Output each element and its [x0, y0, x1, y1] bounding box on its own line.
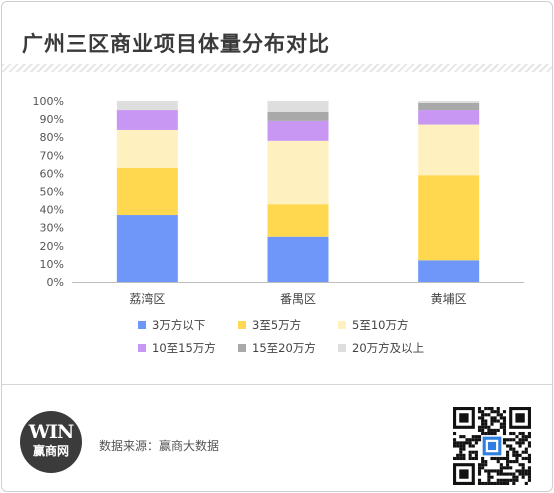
bar-segment	[116, 129, 178, 168]
bar-segment	[267, 204, 329, 237]
legend-label: 20万方及以上	[352, 341, 424, 355]
y-tick-label: 30%	[40, 222, 64, 235]
bar-segment	[267, 236, 329, 282]
bar-segment	[418, 124, 480, 176]
bar-segment	[267, 120, 329, 141]
logo-text: 赢商网	[32, 444, 69, 458]
bar-segment	[116, 167, 178, 216]
y-tick-label: 70%	[40, 149, 64, 162]
legend-label: 3至5万方	[252, 318, 301, 332]
qr-code-icon	[453, 407, 531, 485]
bar-segment	[116, 215, 178, 282]
footer: WIN 赢商网 数据来源：赢商大数据	[2, 386, 552, 491]
footer-divider	[2, 384, 552, 385]
chart-area: 0% 10% 20% 30% 40% 50% 60% 70% 80% 90% 100% 荔湾区 番禺区 黄…	[2, 72, 552, 372]
y-tick-label: 40%	[40, 204, 64, 217]
y-tick-label: 20%	[40, 240, 64, 253]
y-tick-label: 50%	[40, 186, 64, 199]
legend-swatch	[138, 344, 146, 352]
data-source: 数据来源：赢商大数据	[99, 439, 220, 453]
y-tick-label: 10%	[40, 258, 64, 271]
y-tick-label: 80%	[40, 131, 64, 144]
y-tick-label: 0%	[47, 276, 64, 289]
y-tick-label: 100%	[33, 95, 64, 108]
bar-segment	[418, 102, 480, 111]
stacked-bar-chart: 0% 10% 20% 30% 40% 50% 60% 70% 80% 90% 100% 荔湾区 番禺区 黄…	[33, 95, 524, 355]
legend-swatch	[338, 344, 346, 352]
title-divider	[2, 64, 552, 72]
legend-label: 3万方以下	[152, 318, 205, 332]
legend-swatch	[238, 321, 246, 329]
x-tick-label: 黄埔区	[431, 292, 467, 306]
bar-segment	[418, 110, 480, 125]
legend-label: 5至10万方	[352, 318, 408, 332]
chart-title: 广州三区商业项目体量分布对比	[22, 32, 330, 56]
y-tick-label: 60%	[40, 167, 64, 180]
x-tick-label: 荔湾区	[129, 291, 165, 306]
bar-segment	[116, 101, 178, 111]
bar-segment	[418, 175, 480, 261]
y-tick-label: 90%	[40, 113, 64, 126]
bar-segment	[267, 101, 329, 112]
bar-segment	[267, 140, 329, 205]
winshang-logo: WIN 赢商网	[20, 411, 82, 473]
legend-swatch	[138, 321, 146, 329]
legend-label: 10至15万方	[152, 341, 216, 355]
legend-label: 15至20万方	[252, 341, 316, 355]
bar-segment	[267, 111, 329, 121]
logo-mark: WIN	[28, 421, 75, 443]
x-tick-label: 番禺区	[280, 292, 316, 306]
legend-swatch	[238, 344, 246, 352]
legend-swatch	[338, 321, 346, 329]
bar-segment	[418, 260, 480, 282]
bar-segment	[116, 110, 178, 130]
bar-segment	[418, 101, 480, 103]
